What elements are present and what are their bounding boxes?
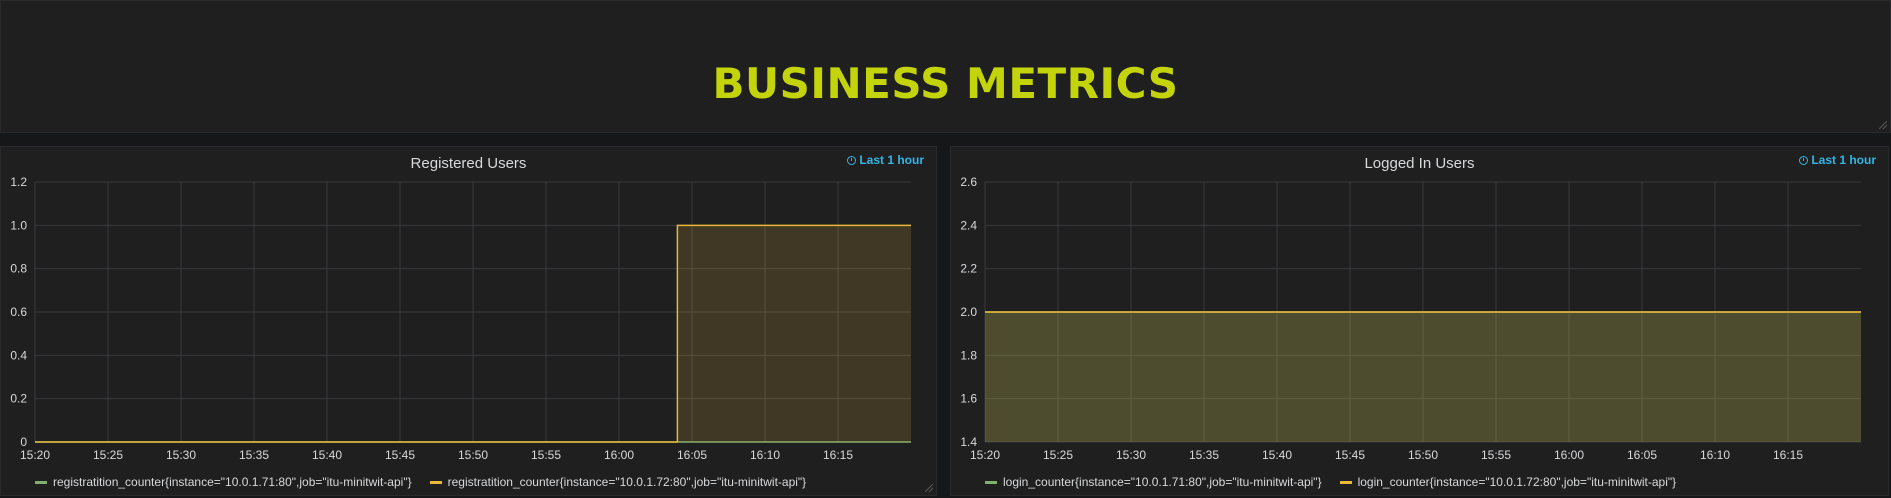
resize-handle-icon[interactable]: [925, 484, 933, 492]
time-range-info[interactable]: Last 1 hour: [1799, 153, 1876, 167]
legend-label: registratition_counter{instance="10.0.1.…: [53, 475, 412, 489]
legend: registratition_counter{instance="10.0.1.…: [1, 475, 936, 489]
x-tick-label: 15:40: [1262, 448, 1292, 462]
series-area: [35, 225, 911, 442]
legend-label: login_counter{instance="10.0.1.71:80",jo…: [1003, 475, 1322, 489]
x-tick-label: 16:15: [823, 448, 853, 462]
x-tick-label: 15:30: [166, 448, 196, 462]
y-tick-label: 0.6: [10, 305, 27, 319]
x-tick-label: 15:55: [531, 448, 561, 462]
legend-swatch: [35, 480, 47, 484]
clock-icon: [1799, 155, 1809, 165]
x-tick-label: 15:20: [20, 448, 50, 462]
x-tick-label: 15:40: [312, 448, 342, 462]
y-tick-label: 2.2: [960, 262, 977, 276]
y-tick-label: 1.2: [10, 175, 27, 189]
panel-registered-users: 0 0.2 0.4 0.6 0.8 1.0 1.2 15:20 15:25 15:30 15:35 1…: [0, 146, 937, 496]
legend-swatch: [1339, 480, 1352, 484]
legend: login_counter{instance="10.0.1.71:80",jo…: [951, 475, 1888, 489]
legend-item[interactable]: registratition_counter{instance="10.0.1.…: [35, 475, 412, 489]
x-tick-label: 16:10: [750, 448, 780, 462]
x-tick-label: 15:45: [385, 448, 415, 462]
panel-title[interactable]: Logged In Users: [1364, 155, 1475, 172]
legend-item[interactable]: login_counter{instance="10.0.1.71:80",jo…: [985, 475, 1322, 489]
x-tick-label: 15:35: [1189, 448, 1219, 462]
x-tick-label: 15:25: [93, 448, 123, 462]
panel-logged-in-users: 1.4 1.6 1.8 2.0 2.2 2.4 2.6 15:20 15:25 15:30 15:3…: [950, 146, 1889, 496]
x-tick-label: 16:00: [604, 448, 634, 462]
panel-title[interactable]: Registered Users: [410, 155, 527, 172]
y-tick-label: 1.8: [960, 348, 977, 362]
legend-swatch: [985, 480, 997, 484]
y-tick-label: 0: [20, 435, 27, 449]
legend-label: login_counter{instance="10.0.1.72:80",jo…: [1357, 475, 1677, 489]
time-range-label: Last 1 hour: [1811, 153, 1876, 167]
series-line: [35, 224, 911, 443]
series-area: [985, 312, 1861, 442]
x-tick-label: 15:45: [1335, 448, 1365, 462]
time-range-label: Last 1 hour: [859, 153, 924, 167]
x-tick-label: 15:55: [1481, 448, 1511, 462]
logged-in-users-chart: 1.4 1.6 1.8 2.0 2.2 2.4 2.6 15:20 15:25 15:30 15:3…: [960, 175, 1861, 462]
y-tick-label: 1.6: [960, 392, 977, 406]
resize-handle-icon[interactable]: [1879, 121, 1887, 129]
y-tick-label: 0.2: [10, 392, 27, 406]
x-tick-label: 15:30: [1116, 448, 1146, 462]
y-tick-label: 2.0: [960, 305, 977, 319]
x-tick-label: 15:50: [458, 448, 488, 462]
legend-swatch: [429, 480, 442, 484]
y-tick-label: 2.4: [960, 218, 977, 232]
y-tick-label: 1.4: [960, 435, 977, 449]
clock-icon: [847, 155, 857, 165]
legend-item[interactable]: login_counter{instance="10.0.1.72:80",jo…: [1339, 475, 1677, 489]
registered-users-chart: 0 0.2 0.4 0.6 0.8 1.0 1.2 15:20 15:25 15:30 15:35 1…: [10, 175, 911, 462]
y-tick-label: 0.8: [10, 262, 27, 276]
x-tick-label: 15:25: [1043, 448, 1073, 462]
time-range-info[interactable]: Last 1 hour: [847, 153, 924, 167]
x-tick-label: 16:05: [1627, 448, 1657, 462]
x-tick-label: 16:15: [1773, 448, 1803, 462]
dashboard-title: BUSINESS METRICS: [712, 59, 1179, 108]
x-tick-label: 16:05: [677, 448, 707, 462]
x-tick-label: 15:35: [239, 448, 269, 462]
legend-label: registratition_counter{instance="10.0.1.…: [447, 475, 807, 489]
x-tick-label: 15:50: [1408, 448, 1438, 462]
y-tick-label: 2.6: [960, 175, 977, 189]
title-panel: BUSINESS METRICS: [0, 0, 1891, 133]
x-tick-label: 16:00: [1554, 448, 1584, 462]
x-tick-label: 16:10: [1700, 448, 1730, 462]
legend-item[interactable]: registratition_counter{instance="10.0.1.…: [429, 475, 807, 489]
y-tick-label: 0.4: [10, 348, 27, 362]
series-area: [985, 312, 1861, 442]
x-tick-label: 15:20: [970, 448, 1000, 462]
y-tick-label: 1.0: [10, 218, 27, 232]
